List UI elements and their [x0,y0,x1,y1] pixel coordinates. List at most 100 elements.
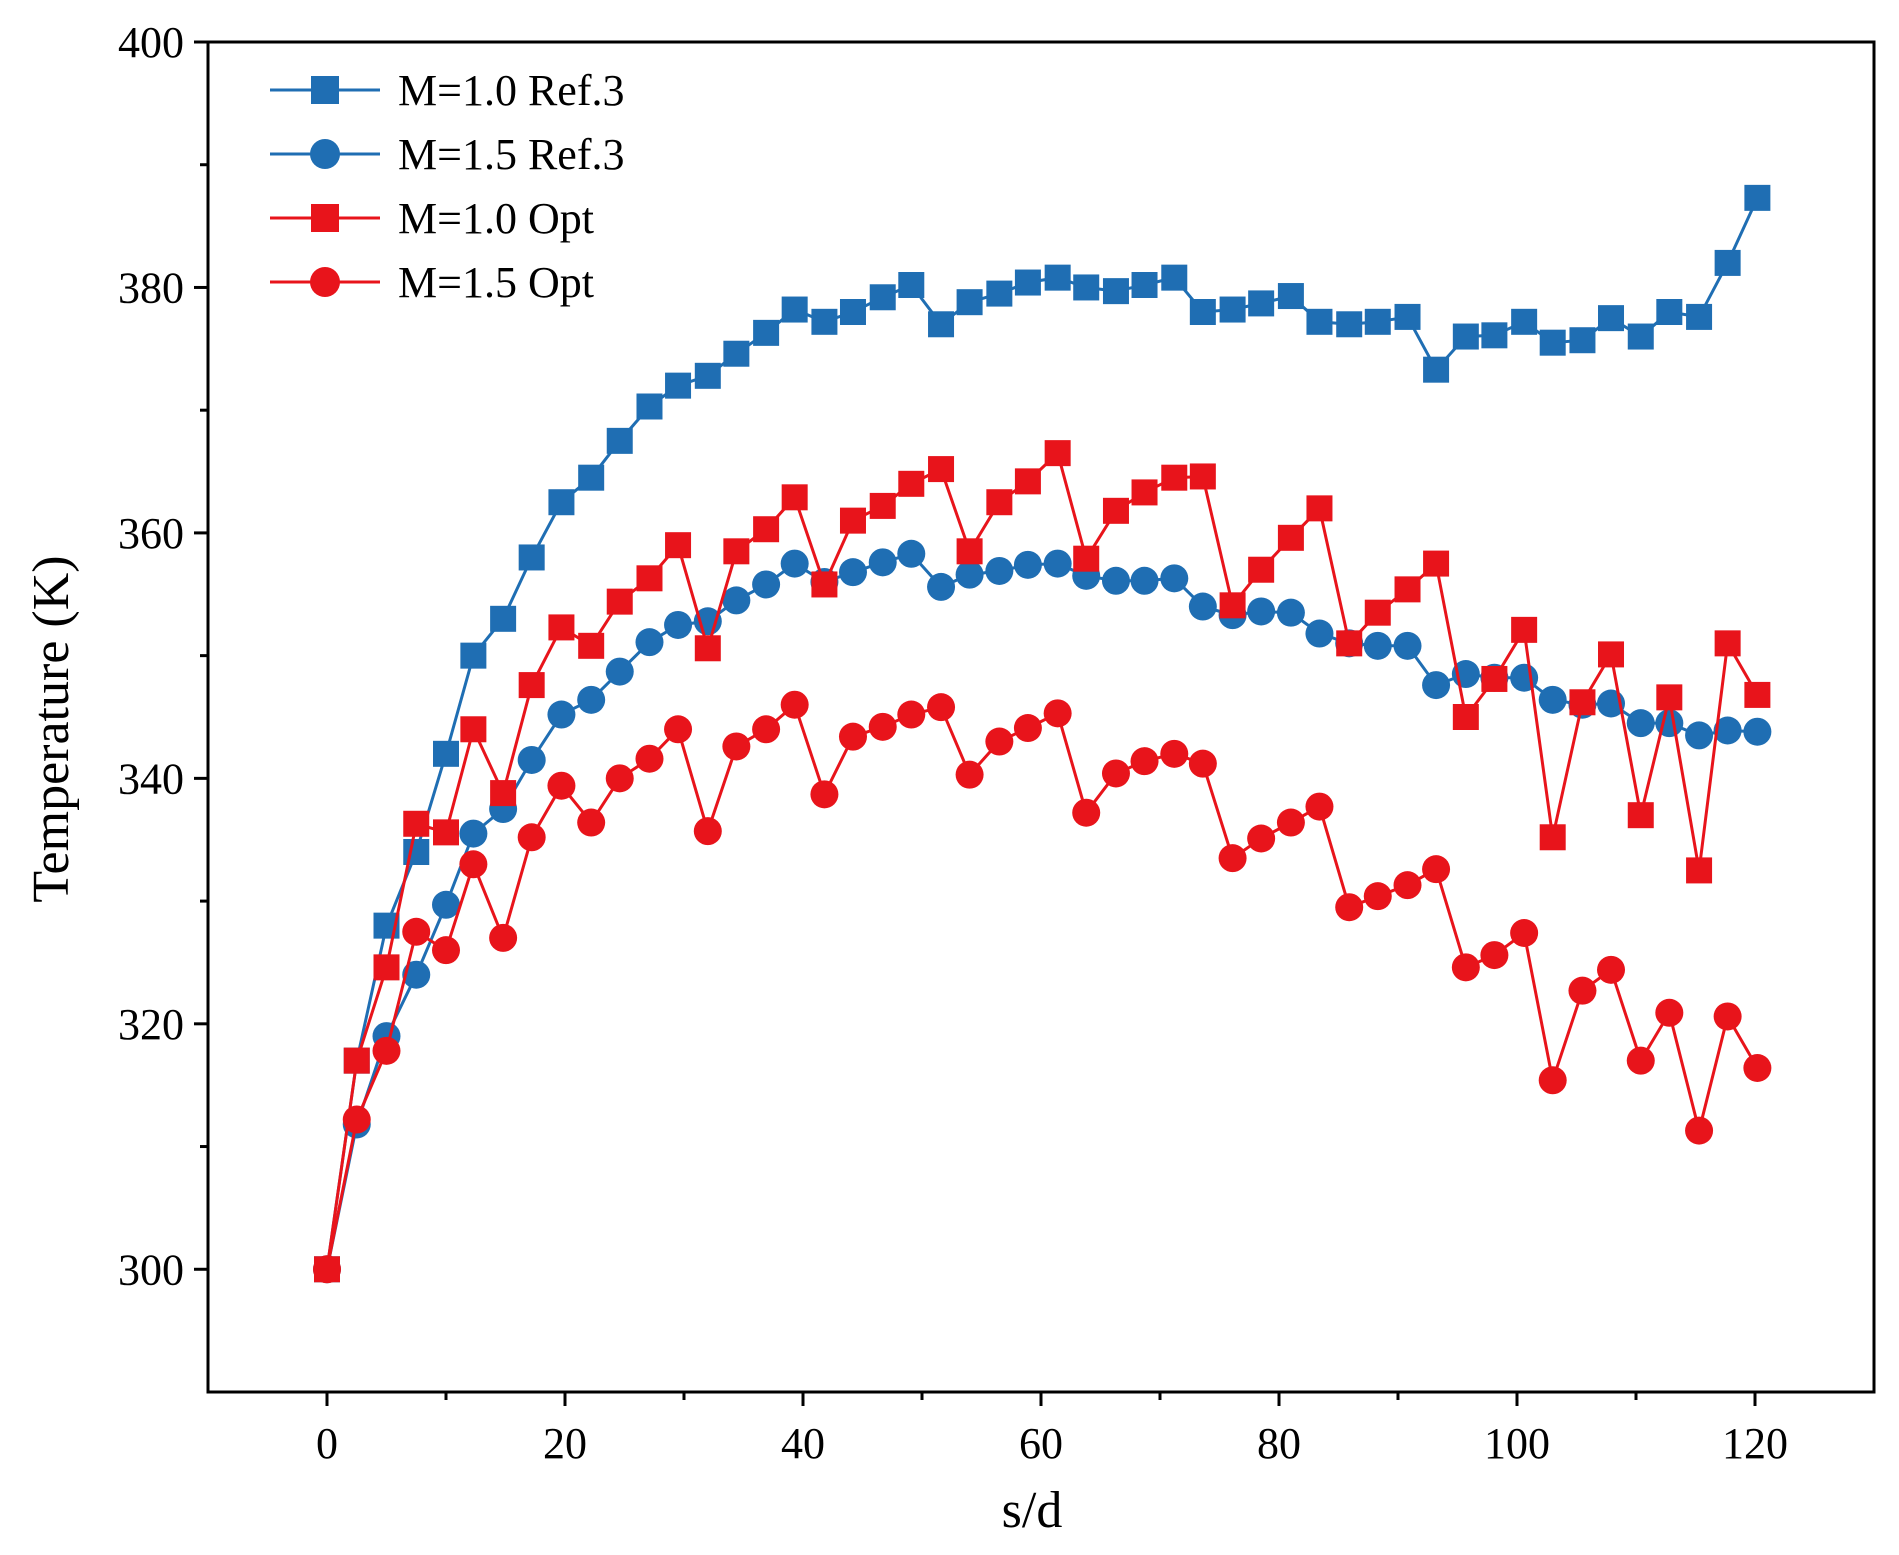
data-point [1714,249,1741,276]
data-point [1277,283,1304,310]
data-point [432,936,460,965]
y-tick-label: 380 [118,263,184,312]
data-point [1480,941,1509,970]
data-point [869,284,896,311]
legend-label: M=1.5 Ref.3 [398,130,624,179]
data-point [927,693,956,722]
data-point [1568,976,1597,1005]
data-point [1073,274,1100,301]
data-point [548,489,575,516]
data-point [1363,882,1392,911]
data-point [1393,631,1422,660]
data-point [752,715,781,744]
x-tick-label: 80 [1257,1419,1301,1468]
data-point [722,732,751,761]
data-point [986,280,1013,307]
data-point [577,808,606,837]
data-point [1481,322,1508,349]
data-point [1423,550,1450,577]
data-point [636,565,663,592]
data-point [1598,305,1625,332]
data-point [1538,685,1567,714]
data-point [780,690,809,719]
data-point [1013,550,1042,579]
data-point [1219,592,1246,619]
data-point [313,1255,341,1284]
data-point [432,890,460,919]
data-point [694,362,721,389]
series-4 [313,690,1772,1284]
data-point [1188,592,1217,621]
data-point [1131,272,1158,298]
data-point [1743,717,1772,746]
data-point [1539,824,1566,851]
data-point [1072,798,1101,827]
data-point [518,672,545,699]
data-point [1451,953,1480,982]
data-point [1656,299,1683,325]
data-point [1276,808,1305,837]
data-point [723,538,750,565]
data-point [459,850,488,879]
series-layer [313,184,1772,1284]
data-point [1305,619,1334,648]
data-point [402,917,431,946]
data-point [1539,329,1566,356]
data-point [694,635,721,662]
data-point [665,532,692,559]
data-point [459,819,488,848]
data-point [578,632,605,659]
data-point [517,745,546,774]
data-point [956,538,983,565]
data-point [635,744,664,773]
data-point [1510,919,1539,947]
data-point [1511,308,1538,335]
data-point [1481,665,1508,692]
x-tick-label: 0 [316,1419,338,1468]
data-point [460,716,487,743]
legend-marker [311,204,339,232]
data-point [1597,955,1626,984]
data-point [1743,1054,1772,1082]
data-point [723,340,750,367]
data-point [986,489,1013,516]
data-point [1364,308,1391,335]
data-point [1626,1046,1655,1075]
data-point [1130,566,1159,595]
data-point [1101,759,1130,788]
data-point [1305,792,1334,821]
data-point [1686,303,1713,330]
y-tick-label: 360 [118,509,184,558]
data-point [636,393,663,420]
data-point [781,484,808,511]
data-point [665,372,692,399]
data-point [1014,468,1041,495]
data-point [490,780,517,807]
data-point [664,715,693,744]
data-point [927,572,956,601]
data-point [1014,269,1041,296]
data-point [402,960,431,989]
y-tick-label: 320 [118,1000,184,1049]
legend-label: M=1.0 Ref.3 [398,66,624,115]
data-point [403,810,430,837]
data-point [1306,495,1333,522]
data-point [373,954,400,981]
data-point [489,923,518,952]
data-point [1713,716,1742,745]
data-point [1336,630,1363,657]
data-point [1161,264,1188,291]
legend-item-1: M=1.0 Ref.3 [270,66,624,115]
data-point [1101,566,1130,595]
data-point [1598,641,1625,668]
data-point [869,492,896,519]
data-point [955,760,984,789]
data-point [838,722,867,751]
data-point [1248,556,1275,583]
series-3 [314,440,1771,1283]
data-point [605,764,634,793]
data-point [1336,311,1363,338]
data-point [1423,356,1450,383]
data-point [811,571,838,598]
